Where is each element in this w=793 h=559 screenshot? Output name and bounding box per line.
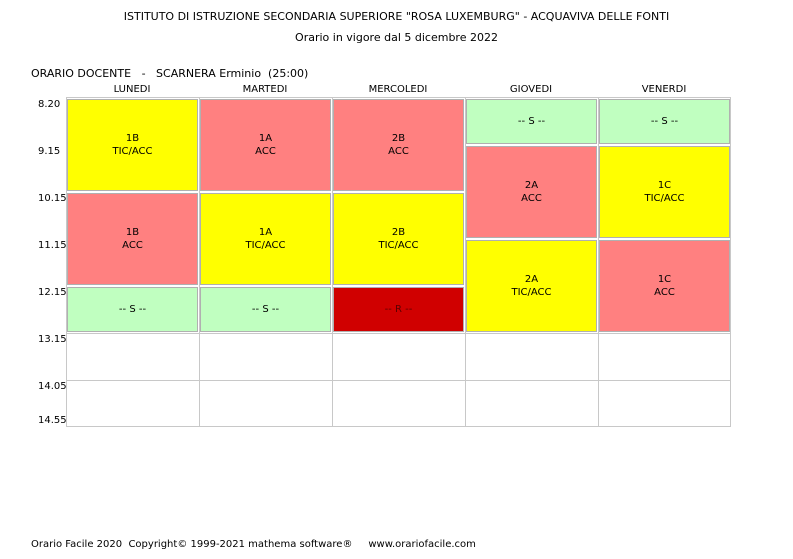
grid-divider [465, 97, 466, 427]
lesson-subject: TIC/ACC [245, 240, 286, 251]
slot-text: -- R -- [384, 304, 413, 315]
time-label: 11.15 [38, 240, 67, 251]
lesson-class: 1C [657, 274, 672, 285]
lesson-subject: ACC [388, 146, 409, 157]
grid-divider [332, 97, 333, 427]
lesson-subject: ACC [654, 287, 675, 298]
lesson-class: 1B [125, 227, 140, 238]
slot-cell[interactable]: -- R -- [333, 287, 464, 332]
lesson-subject: ACC [122, 240, 143, 251]
grid-divider [66, 380, 731, 381]
lesson-subject: ACC [255, 146, 276, 157]
lesson-class: 2B [391, 227, 406, 238]
lesson-subject: TIC/ACC [112, 146, 153, 157]
time-label: 10.15 [38, 193, 67, 204]
day-header-monday: LUNEDI [113, 84, 151, 95]
time-label: 14.05 [38, 381, 67, 392]
day-header-thursday: GIOVEDI [509, 84, 553, 95]
slot-cell[interactable]: -- S -- [200, 287, 331, 332]
time-label: 9.15 [38, 146, 61, 157]
school-title: ISTITUTO DI ISTRUZIONE SECONDARIA SUPERI… [123, 10, 670, 23]
lesson-class: 1B [125, 133, 140, 144]
lesson-class: 2A [524, 274, 539, 285]
day-header-friday: VENERDI [641, 84, 687, 95]
time-label: 13.15 [38, 334, 67, 345]
lesson-cell[interactable]: 1A ACC [200, 99, 331, 191]
slot-text: -- S -- [118, 304, 147, 315]
lesson-cell[interactable]: 1A TIC/ACC [200, 193, 331, 285]
lesson-cell[interactable]: 2B TIC/ACC [333, 193, 464, 285]
slot-cell[interactable]: -- S -- [67, 287, 198, 332]
lesson-class: 2A [524, 180, 539, 191]
day-header-wednesday: MERCOLEDI [368, 84, 428, 95]
lesson-cell[interactable]: 1C ACC [599, 240, 730, 332]
day-header-tuesday: MARTEDI [242, 84, 288, 95]
lesson-cell[interactable]: 2B ACC [333, 99, 464, 191]
lesson-class: 1A [258, 227, 273, 238]
time-label: 14.55 [38, 415, 67, 426]
timetable-grid [66, 97, 731, 427]
time-label: 12.15 [38, 287, 67, 298]
lesson-cell[interactable]: 2A ACC [466, 146, 597, 238]
grid-divider [598, 97, 599, 427]
lesson-subject: TIC/ACC [511, 287, 552, 298]
slot-text: -- S -- [251, 304, 280, 315]
slot-text: -- S -- [517, 116, 546, 127]
slot-text: -- S -- [650, 116, 679, 127]
lesson-cell[interactable]: 2A TIC/ACC [466, 240, 597, 332]
lesson-subject: TIC/ACC [644, 193, 685, 204]
lesson-subject: ACC [521, 193, 542, 204]
lesson-cell[interactable]: 1B ACC [67, 193, 198, 285]
teacher-title: ORARIO DOCENTE - SCARNERA Erminio (25:00… [31, 67, 309, 80]
slot-cell[interactable]: -- S -- [466, 99, 597, 144]
lesson-cell[interactable]: 1B TIC/ACC [67, 99, 198, 191]
lesson-class: 1A [258, 133, 273, 144]
footer-copyright: Orario Facile 2020 Copyright© 1999-2021 … [31, 539, 476, 550]
grid-divider [199, 97, 200, 427]
lesson-cell[interactable]: 1C TIC/ACC [599, 146, 730, 238]
schedule-validity: Orario in vigore dal 5 dicembre 2022 [295, 31, 498, 44]
slot-cell[interactable]: -- S -- [599, 99, 730, 144]
grid-divider [66, 333, 731, 334]
lesson-class: 2B [391, 133, 406, 144]
lesson-subject: TIC/ACC [378, 240, 419, 251]
time-label: 8.20 [38, 99, 61, 110]
lesson-class: 1C [657, 180, 672, 191]
